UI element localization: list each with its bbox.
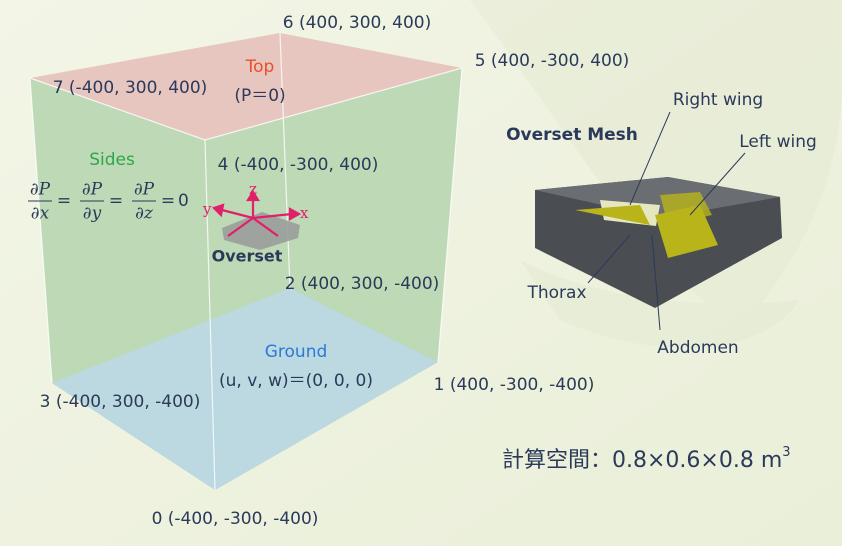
eq-rhs: 0 [178,191,189,211]
axis-label: x [300,204,309,222]
sides-label: Sides [89,150,135,170]
domain-box [29,32,463,491]
mesh-label: Abdomen [657,338,738,358]
domain-text: 計算空間：0.8×0.6×0.8 m [502,448,782,473]
mesh-label: Right wing [673,90,763,110]
eq-denominator: ∂y [83,204,102,224]
overset-label: Overset [212,247,283,266]
top-condition: (P＝0) [234,86,285,106]
eq-equals: = [57,191,71,211]
mesh-label: Left wing [739,132,817,152]
mesh-image [535,177,782,308]
top-face [30,33,462,140]
sides-equation: ∂P∂x=∂P∂y=∂P∂z= 0 [28,180,189,224]
overset-block [211,189,302,250]
eq-denominator: ∂z [135,204,154,224]
eq-equals: = [109,191,123,211]
ground-condition: (u, v, w)＝(0, 0, 0) [219,371,373,391]
vertex-label: 6 (400, 300, 400) [283,13,431,33]
eq-denominator: ∂x [31,204,50,224]
axis-label: z [249,180,257,198]
vertex-label: 7 (-400, 300, 400) [53,78,208,98]
ground-label: Ground [265,342,328,362]
box-edges [29,32,463,491]
vertex-label: 0 (-400, -300, -400) [152,509,319,529]
vertex-label: 5 (400, -300, 400) [475,51,630,71]
ground-face [52,288,438,490]
mesh-label: Thorax [526,283,586,303]
vertex-label: 4 (-400, -300, 400) [218,155,379,175]
vertex-label: 1 (400, -300, -400) [434,375,595,395]
domain-superscript: 3 [782,445,790,460]
eq-numerator: ∂P [134,180,155,200]
mesh-title: Overset Mesh [506,125,638,145]
eq-numerator: ∂P [82,180,103,200]
eq-equals: = [161,191,175,211]
leader-lines [587,111,746,331]
eq-numerator: ∂P [30,180,51,200]
vertex-label: 3 (-400, 300, -400) [40,392,201,412]
top-label: Top [245,57,275,77]
axis-label: y [202,200,212,218]
vertex-label: 2 (400, 300, -400) [285,274,440,294]
domain-size: 計算空間：0.8×0.6×0.8 m3 [502,445,791,474]
